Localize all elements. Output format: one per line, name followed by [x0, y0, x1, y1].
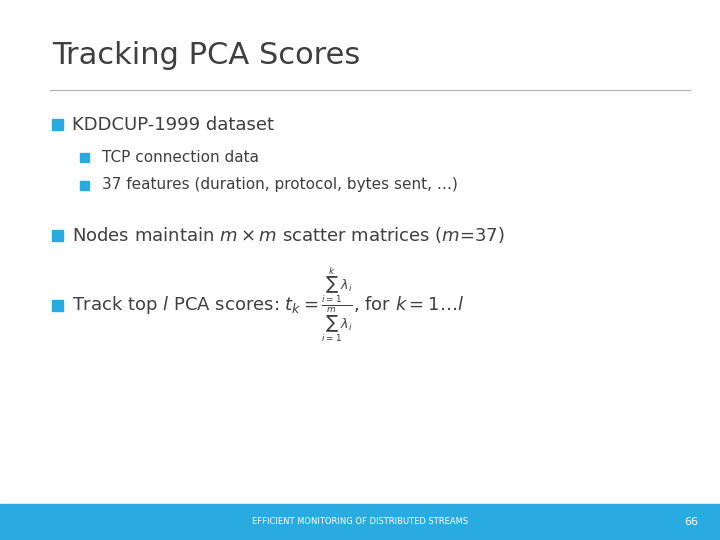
- Text: 66: 66: [684, 517, 698, 527]
- Bar: [0, 504, 720, 540]
- Bar: [80, 180, 89, 190]
- Text: Track top $l$ PCA scores: $t_k = \frac{\sum_{i=1}^{k} \lambda_i}{\sum_{i=1}^{m} : Track top $l$ PCA scores: $t_k = \frac{\…: [72, 266, 464, 344]
- Text: KDDCUP-1999 dataset: KDDCUP-1999 dataset: [72, 116, 274, 134]
- Text: EFFICIENT MONITORING OF DISTRIBUTED STREAMS: EFFICIENT MONITORING OF DISTRIBUTED STRE…: [252, 517, 468, 526]
- Text: Nodes maintain $m \times m$ scatter matrices ($m$=37): Nodes maintain $m \times m$ scatter matr…: [72, 225, 505, 245]
- Bar: [52, 119, 63, 131]
- Bar: [52, 230, 63, 240]
- Text: TCP connection data: TCP connection data: [102, 150, 259, 165]
- Bar: [52, 300, 63, 310]
- Bar: [80, 152, 89, 161]
- Text: Tracking PCA Scores: Tracking PCA Scores: [52, 41, 360, 70]
- Text: 37 features (duration, protocol, bytes sent, …): 37 features (duration, protocol, bytes s…: [102, 178, 458, 192]
